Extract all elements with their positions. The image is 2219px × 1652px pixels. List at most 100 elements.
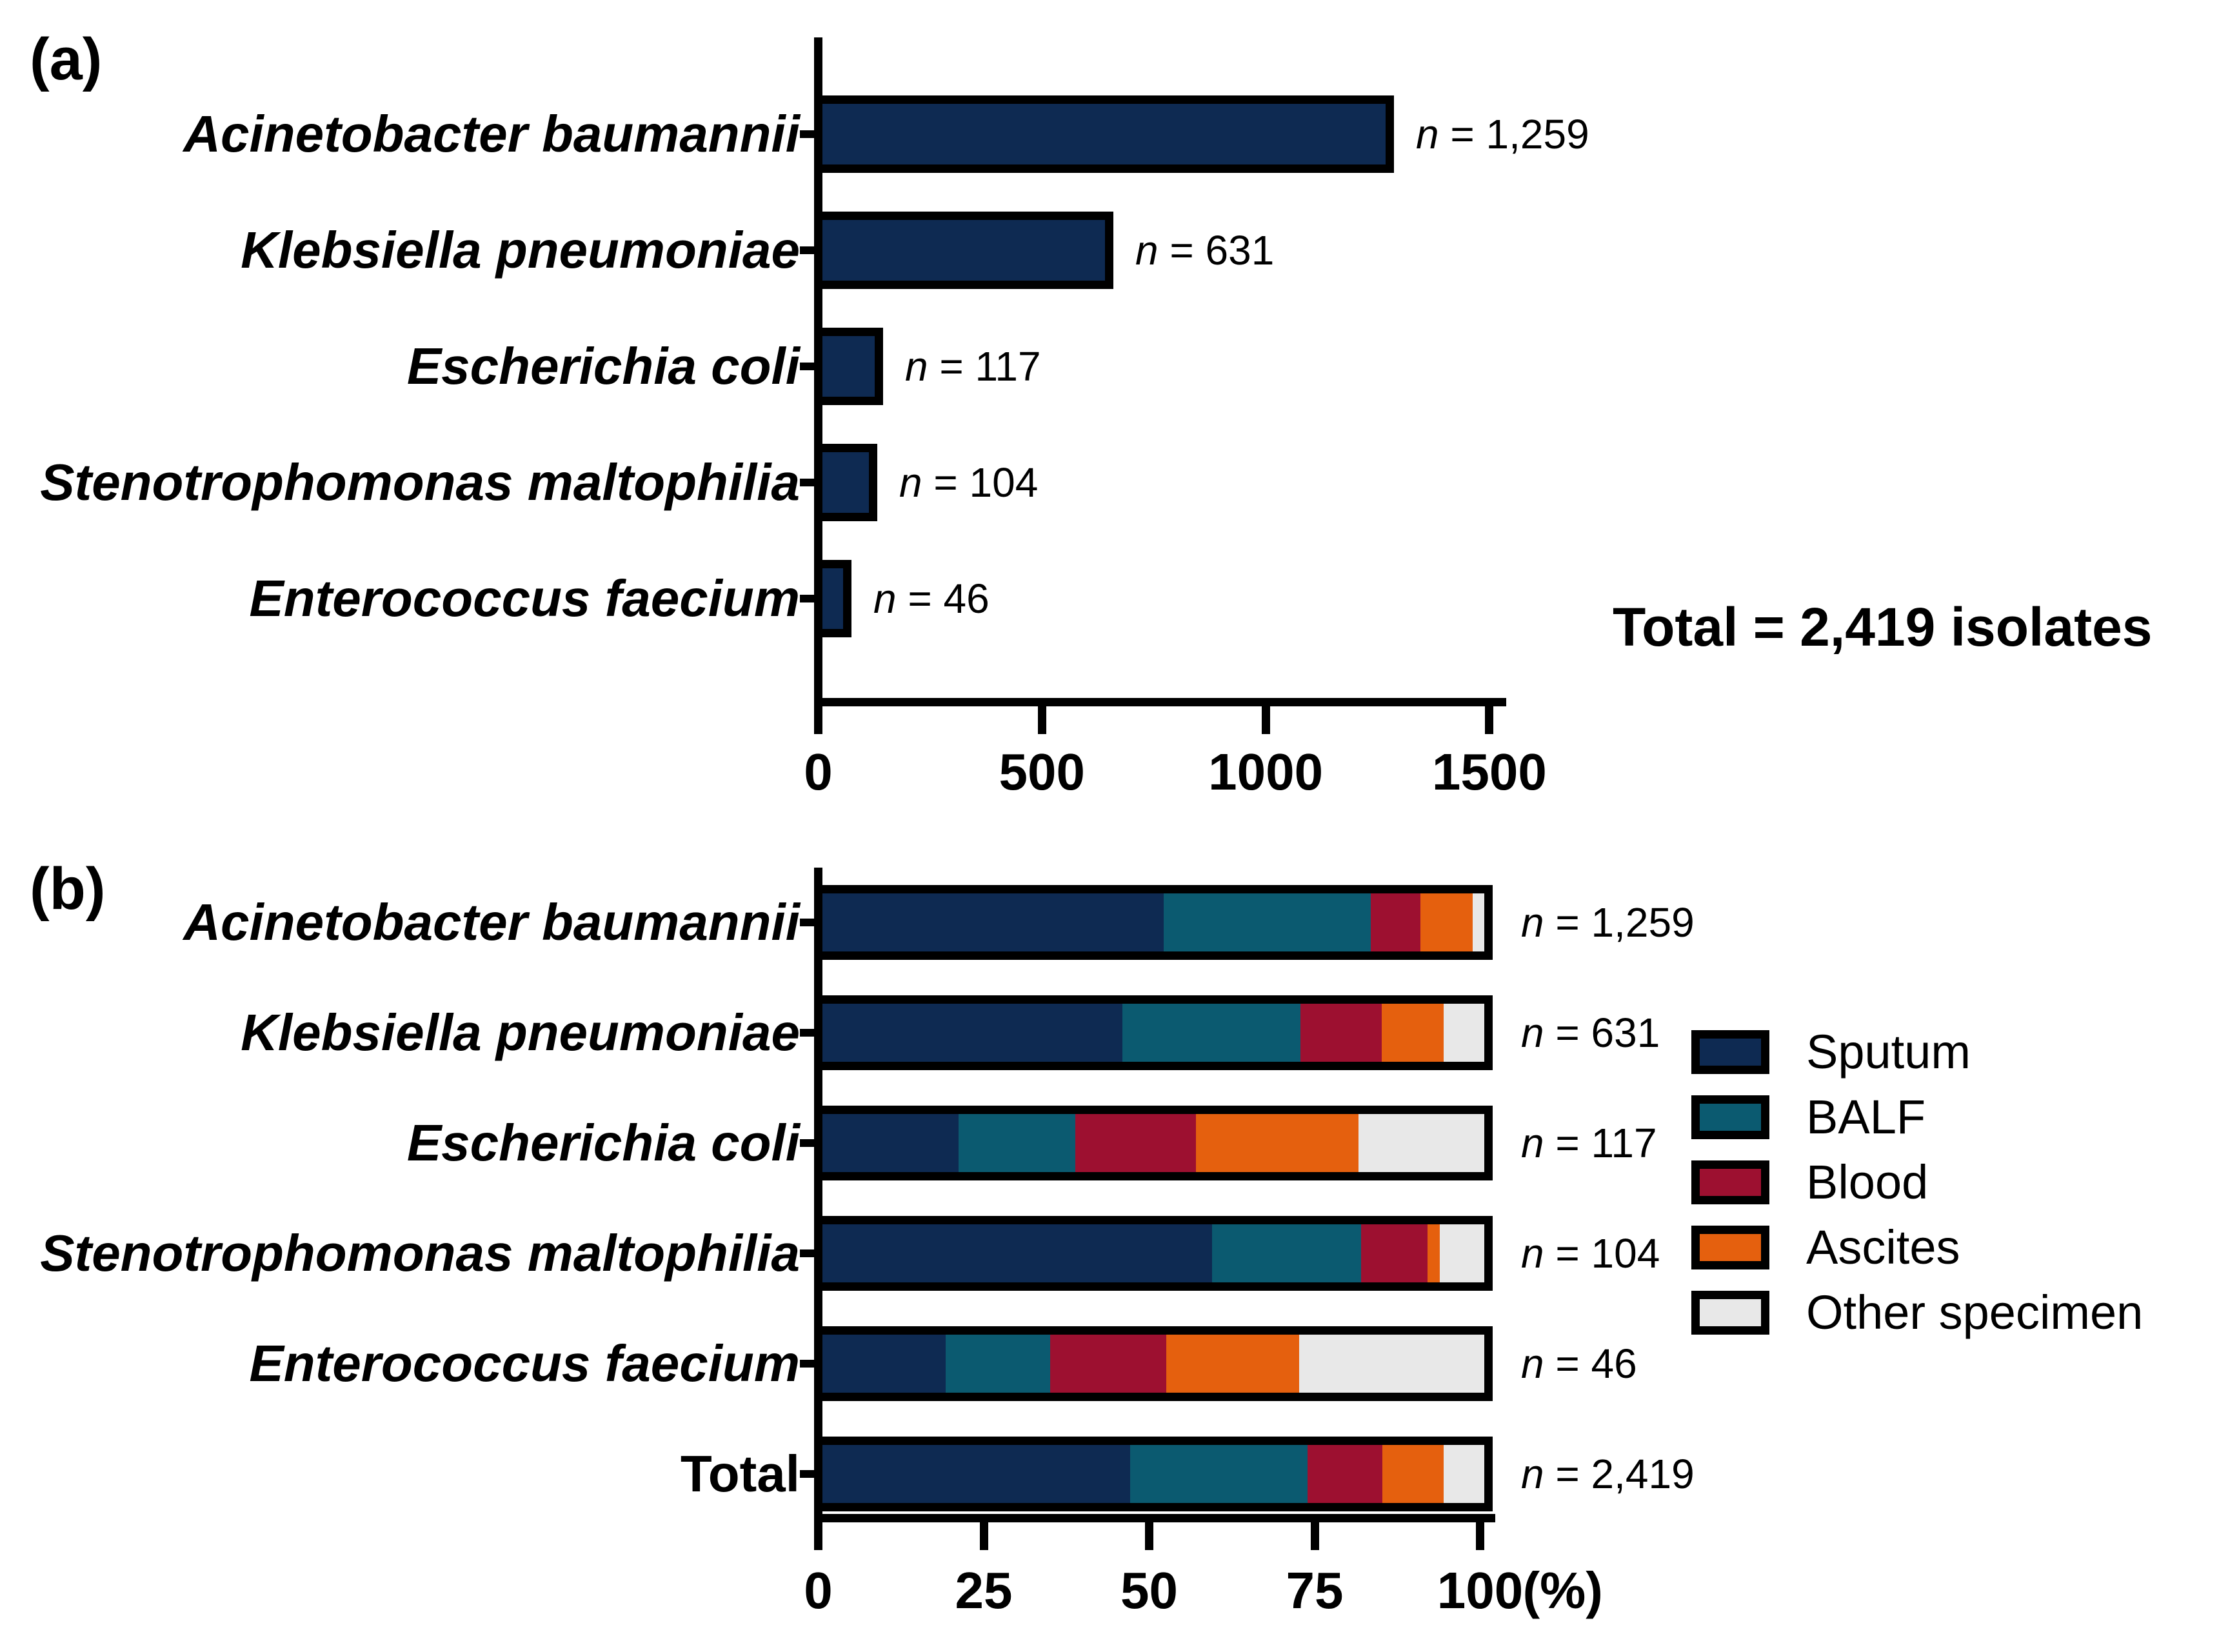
bar-segment-ascites-enterococcus-faecium: [1166, 1335, 1299, 1393]
category-tick-total: [800, 1470, 814, 1478]
legend-label-other-specimen: Other specimen: [1806, 1286, 2144, 1339]
legend-label-sputum: Sputum: [1806, 1025, 1971, 1079]
category-tick-stenotrophomonas-maltophilia: [800, 1249, 814, 1257]
stacked-bar-acinetobacter-baumannii: [814, 885, 1493, 960]
n-value: = 46: [1544, 1340, 1637, 1387]
n-label-stenotrophomonas-maltophilia: n = 104: [899, 462, 1038, 503]
category-tick-escherichia-coli: [800, 363, 814, 370]
category-label-klebsiella-pneumoniae: Klebsiella pneumoniae: [241, 221, 800, 279]
category-label-enterococcus-faecium: Enterococcus faecium: [249, 570, 800, 627]
legend-label-ascites: Ascites: [1806, 1220, 1960, 1274]
bar-segment-balf-enterococcus-faecium: [945, 1335, 1050, 1393]
category-label-total: Total: [680, 1445, 800, 1502]
category-label-stenotrophomonas-maltophilia: Stenotrophomonas maltophilia: [40, 453, 800, 511]
bar-segment-balf-acinetobacter-baumannii: [1164, 893, 1371, 951]
n-variable: n: [905, 343, 928, 390]
n-value: = 46: [896, 575, 990, 622]
category-tick-stenotrophomonas-maltophilia: [800, 479, 814, 486]
n-variable: n: [1135, 227, 1159, 274]
bar-segment-sputum-klebsiella-pneumoniae: [822, 1004, 1122, 1062]
bar-segment-sputum-acinetobacter-baumannii: [822, 893, 1164, 951]
category-tick-escherichia-coli: [800, 1139, 814, 1147]
legend-label-blood: Blood: [1806, 1155, 1929, 1209]
n-variable: n: [1521, 1230, 1544, 1277]
legend-swatch-ascites: [1691, 1226, 1769, 1269]
category-tick-acinetobacter-baumannii: [800, 919, 814, 926]
y-axis-line-a: [814, 37, 822, 706]
bar-escherichia-coli: [814, 328, 883, 405]
n-label-klebsiella-pneumoniae: n = 631: [1135, 230, 1274, 271]
n-variable: n: [1521, 1120, 1544, 1166]
stacked-bar-escherichia-coli: [814, 1106, 1493, 1180]
n-label-enterococcus-faecium: n = 46: [1521, 1343, 1637, 1384]
bar-segment-balf-klebsiella-pneumoniae: [1122, 1004, 1300, 1062]
x-axis-tick-a-500: [1037, 706, 1046, 734]
bar-segment-sputum-total: [822, 1445, 1131, 1503]
n-value: = 1,259: [1438, 111, 1589, 157]
category-tick-klebsiella-pneumoniae: [800, 246, 814, 254]
x-axis-tick-label-b-100: 100: [1437, 1562, 1524, 1619]
n-label-enterococcus-faecium: n = 46: [873, 578, 990, 619]
bar-segment-sputum-escherichia-coli: [822, 1114, 959, 1172]
x-axis-tick-a-1500: [1485, 706, 1494, 734]
n-variable: n: [1521, 899, 1544, 946]
bar-klebsiella-pneumoniae: [814, 212, 1113, 289]
bar-segment-other-specimen-stenotrophomonas-maltophilia: [1440, 1224, 1484, 1282]
x-axis-tick-label-a-1500: 1500: [1431, 743, 1547, 801]
x-axis-line-b: [814, 1514, 1495, 1522]
bar-acinetobacter-baumannii: [814, 95, 1394, 173]
x-axis-tick-b-100: [1476, 1522, 1484, 1550]
n-variable: n: [873, 575, 897, 622]
bar-segment-other-specimen-klebsiella-pneumoniae: [1444, 1004, 1484, 1062]
x-axis-tick-a-0: [814, 706, 822, 734]
legend-swatch-balf: [1691, 1095, 1769, 1139]
n-label-acinetobacter-baumannii: n = 1,259: [1416, 114, 1589, 155]
bar-segment-blood-enterococcus-faecium: [1050, 1335, 1167, 1393]
bar-segment-other-specimen-total: [1444, 1445, 1484, 1503]
n-value: = 117: [928, 343, 1041, 390]
bar-segment-ascites-stenotrophomonas-maltophilia: [1427, 1224, 1440, 1282]
bar-segment-other-specimen-enterococcus-faecium: [1299, 1335, 1484, 1393]
bar-segment-sputum-enterococcus-faecium: [822, 1335, 946, 1393]
n-variable: n: [1521, 1451, 1544, 1497]
percent-unit-label: (%): [1522, 1562, 1603, 1619]
legend-swatch-blood: [1691, 1160, 1769, 1204]
bar-segment-ascites-klebsiella-pneumoniae: [1381, 1004, 1444, 1062]
n-label-acinetobacter-baumannii: n = 1,259: [1521, 902, 1695, 943]
legend-swatch-other-specimen: [1691, 1291, 1769, 1335]
x-axis-tick-label-b-25: 25: [955, 1562, 1013, 1619]
n-variable: n: [899, 459, 922, 506]
bar-segment-balf-total: [1130, 1445, 1308, 1503]
n-label-stenotrophomonas-maltophilia: n = 104: [1521, 1233, 1660, 1274]
bar-segment-balf-stenotrophomonas-maltophilia: [1212, 1224, 1362, 1282]
n-label-escherichia-coli: n = 117: [1521, 1122, 1657, 1164]
stacked-bar-klebsiella-pneumoniae: [814, 995, 1493, 1070]
n-value: = 631: [1158, 227, 1275, 274]
bar-segment-other-specimen-escherichia-coli: [1358, 1114, 1484, 1172]
y-axis-line-b: [814, 868, 822, 1522]
n-label-total: n = 2,419: [1521, 1453, 1695, 1495]
stacked-bar-enterococcus-faecium: [814, 1326, 1493, 1401]
category-label-stenotrophomonas-maltophilia: Stenotrophomonas maltophilia: [40, 1224, 800, 1282]
category-tick-klebsiella-pneumoniae: [800, 1029, 814, 1037]
n-value: = 117: [1544, 1120, 1657, 1166]
category-label-acinetobacter-baumannii: Acinetobacter baumannii: [183, 105, 800, 163]
category-tick-enterococcus-faecium: [800, 595, 814, 602]
n-variable: n: [1416, 111, 1439, 157]
category-label-enterococcus-faecium: Enterococcus faecium: [249, 1335, 800, 1392]
category-tick-enterococcus-faecium: [800, 1360, 814, 1368]
category-label-escherichia-coli: Escherichia coli: [406, 1114, 800, 1171]
n-value: = 104: [1544, 1230, 1660, 1277]
stacked-bar-total: [814, 1437, 1493, 1511]
panel-a-label: (a): [30, 26, 103, 92]
bar-segment-blood-escherichia-coli: [1075, 1114, 1196, 1172]
category-tick-acinetobacter-baumannii: [800, 130, 814, 138]
n-value: = 104: [922, 459, 1039, 506]
n-value: = 631: [1544, 1010, 1660, 1056]
bar-segment-sputum-stenotrophomonas-maltophilia: [822, 1224, 1213, 1282]
bar-segment-ascites-escherichia-coli: [1195, 1114, 1359, 1172]
x-axis-tick-label-b-75: 75: [1286, 1562, 1344, 1619]
total-isolates-annotation: Total = 2,419 isolates: [1613, 597, 2153, 657]
n-value: = 2,419: [1544, 1451, 1695, 1497]
